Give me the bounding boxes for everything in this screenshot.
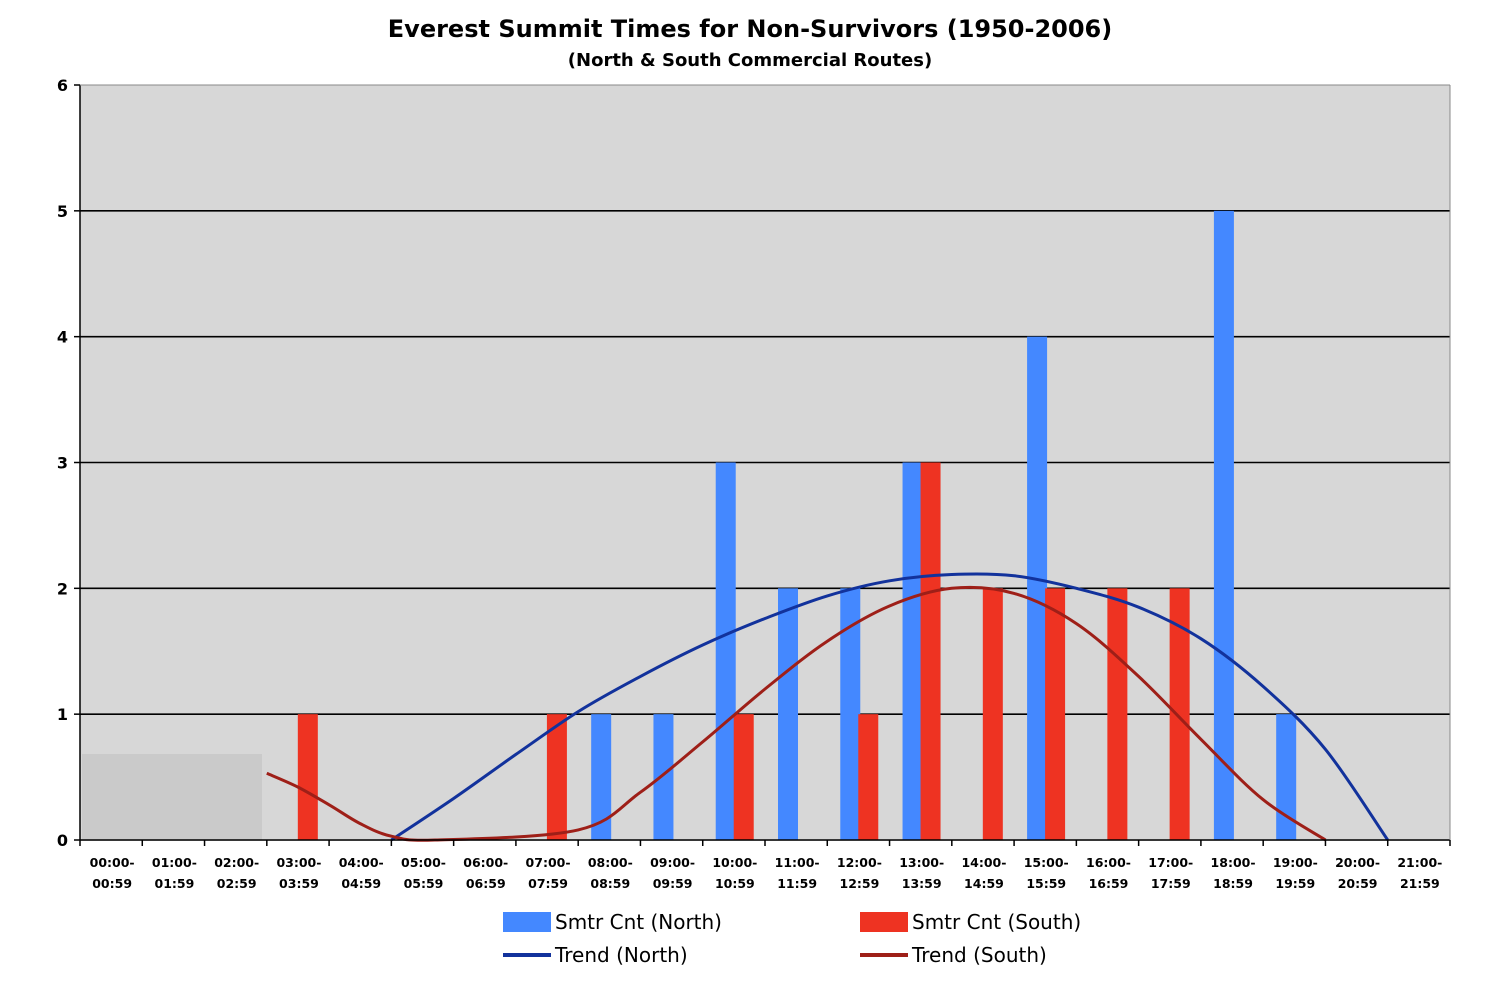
y-tick-label-3: 3: [57, 454, 68, 473]
legend: Smtr Cnt (North) Smtr Cnt (South) Trend …: [503, 910, 1081, 967]
x-tick-label-9-end: 09:59: [653, 876, 693, 891]
y-tick-label-4: 4: [57, 328, 68, 347]
x-tick-label-4-start: 04:00-: [339, 855, 384, 870]
chart-subtitle: (North & South Commercial Routes): [568, 50, 932, 71]
x-tick-label-11-start: 11:00-: [775, 855, 820, 870]
bar-north-9: [653, 714, 674, 840]
legend-swatch-north-bars: [503, 912, 551, 932]
x-tick-label-8-end: 08:59: [590, 876, 630, 891]
x-tick-label-17-end: 17:59: [1151, 876, 1191, 891]
bar-north-10: [715, 462, 736, 840]
x-tick-label-20-start: 20:00-: [1335, 855, 1380, 870]
bar-north-15: [1027, 336, 1048, 840]
x-tick-label-12-start: 12:00-: [837, 855, 882, 870]
x-tick-label-15-end: 15:59: [1026, 876, 1066, 891]
x-tick-label-18-start: 18:00-: [1211, 855, 1256, 870]
x-tick-label-16-start: 16:00-: [1086, 855, 1131, 870]
bar-south-15: [1045, 588, 1066, 840]
x-tick-label-10-start: 10:00-: [712, 855, 757, 870]
axes: [74, 84, 1451, 846]
bar-north-12: [840, 588, 861, 840]
trend-lines: [266, 572, 1389, 842]
bar-north-19: [1276, 714, 1297, 840]
x-tick-label-0-start: 00:00-: [90, 855, 135, 870]
bar-south-12: [858, 714, 879, 840]
x-tick-label-7-start: 07:00-: [526, 855, 571, 870]
x-tick-label-5-end: 05:59: [404, 876, 444, 891]
legend-label-north-bars: Smtr Cnt (North): [555, 910, 722, 934]
x-tick-label-3-start: 03:00-: [276, 855, 321, 870]
x-tick-label-6-start: 06:00-: [463, 855, 508, 870]
y-tick-label-0: 0: [57, 831, 68, 850]
y-tick-label-5: 5: [57, 202, 68, 221]
chart-title: Everest Summit Times for Non-Survivors (…: [388, 15, 1112, 43]
x-tick-label-21-end: 21:59: [1400, 876, 1440, 891]
x-tick-label-3-end: 03:59: [279, 876, 319, 891]
bar-south-3: [297, 714, 318, 840]
x-tick-label-17-start: 17:00-: [1148, 855, 1193, 870]
legend-label-south-bars: Smtr Cnt (South): [912, 910, 1081, 934]
x-tick-label-2-start: 02:00-: [214, 855, 259, 870]
bar-south-7: [546, 714, 567, 840]
y-tick-label-1: 1: [57, 705, 68, 724]
plot-shade-box: [82, 754, 262, 840]
x-tick-label-6-end: 06:59: [466, 876, 506, 891]
bar-north-18: [1213, 210, 1234, 841]
x-tick-label-19-start: 19:00-: [1273, 855, 1318, 870]
legend-swatch-south-bars: [860, 912, 908, 932]
bar-south-10: [733, 714, 754, 840]
bar-south-14: [982, 588, 1003, 840]
x-tick-label-1-start: 01:00-: [152, 855, 197, 870]
x-tick-label-0-end: 00:59: [92, 876, 132, 891]
trend-line-north: [390, 572, 1389, 842]
bar-south-17: [1169, 588, 1190, 840]
x-tick-label-7-end: 07:59: [528, 876, 568, 891]
y-tick-label-2: 2: [57, 579, 68, 598]
x-tick-label-21-start: 21:00-: [1397, 855, 1442, 870]
x-tick-label-1-end: 01:59: [155, 876, 195, 891]
trend-line-south: [266, 585, 1327, 842]
x-tick-label-14-start: 14:00-: [961, 855, 1006, 870]
x-tick-label-5-start: 05:00-: [401, 855, 446, 870]
bar-north-13: [902, 462, 923, 840]
x-tick-label-14-end: 14:59: [964, 876, 1004, 891]
x-tick-label-12-end: 12:59: [840, 876, 880, 891]
bar-north-11: [778, 588, 798, 840]
x-tick-label-8-start: 08:00-: [588, 855, 633, 870]
bars: [297, 210, 1297, 841]
x-tick-label-10-end: 10:59: [715, 876, 755, 891]
x-tick-label-2-end: 02:59: [217, 876, 257, 891]
y-tick-label-6: 6: [57, 76, 68, 95]
x-tick-label-20-end: 20:59: [1338, 876, 1378, 891]
bar-south-16: [1107, 588, 1128, 840]
x-tick-label-16-end: 16:59: [1089, 876, 1129, 891]
x-tick-label-13-end: 13:59: [902, 876, 942, 891]
x-tick-label-11-end: 11:59: [777, 876, 817, 891]
y-tick-labels: 0 1 2 3 4 5 6: [57, 76, 68, 850]
bar-south-13: [920, 462, 941, 840]
legend-label-north-trend: Trend (North): [554, 943, 688, 967]
x-tick-label-19-end: 19:59: [1275, 876, 1315, 891]
legend-label-south-trend: Trend (South): [911, 943, 1047, 967]
bar-north-8: [591, 714, 612, 840]
x-tick-label-13-start: 13:00-: [899, 855, 944, 870]
x-tick-label-9-start: 09:00-: [650, 855, 695, 870]
x-tick-label-18-end: 18:59: [1213, 876, 1253, 891]
x-tick-label-15-start: 15:00-: [1024, 855, 1069, 870]
x-tick-label-4-end: 04:59: [341, 876, 381, 891]
x-tick-labels: 00:00- 00:59 01:00- 01:59 02:00- 02:59 03:00- 0…: [90, 855, 1443, 891]
